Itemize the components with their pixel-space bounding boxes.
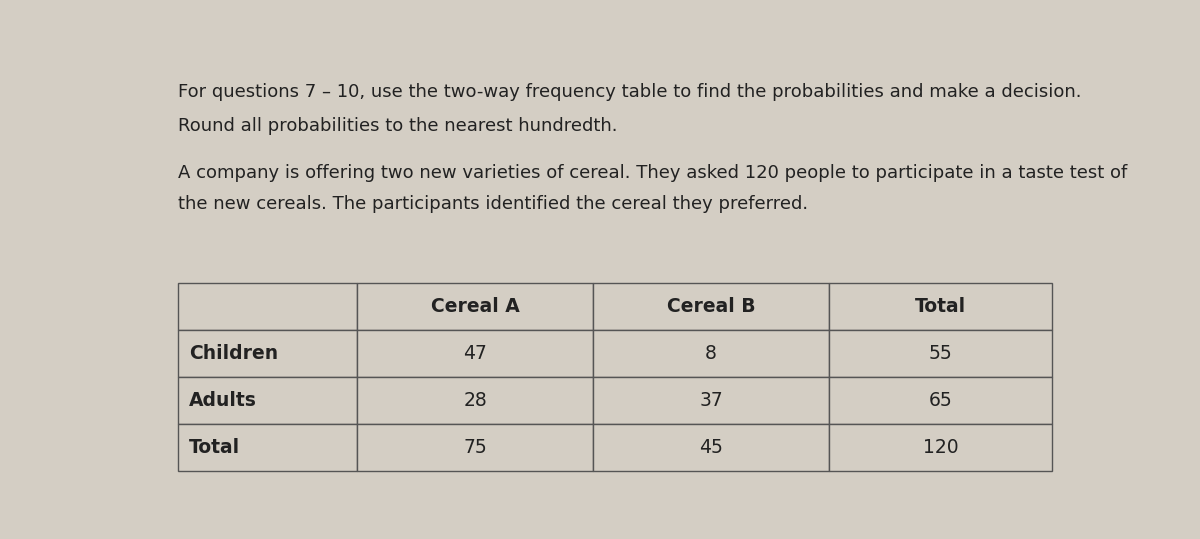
Bar (829, 330, 1052, 377)
Bar (358, 424, 593, 472)
Text: Adults: Adults (190, 391, 257, 410)
Text: A company is offering two new varieties of cereal. They asked 120 people to part: A company is offering two new varieties … (178, 164, 1127, 182)
Text: Round all probabilities to the nearest hundredth.: Round all probabilities to the nearest h… (178, 116, 618, 135)
Text: 47: 47 (463, 344, 487, 363)
Bar (593, 377, 829, 424)
Text: 65: 65 (929, 391, 953, 410)
Bar (593, 282, 829, 330)
Bar (178, 282, 358, 330)
Bar (358, 330, 593, 377)
Text: Cereal A: Cereal A (431, 296, 520, 316)
Text: Children: Children (190, 344, 278, 363)
Bar (593, 424, 829, 472)
Text: 37: 37 (700, 391, 724, 410)
Text: 28: 28 (463, 391, 487, 410)
Bar (593, 330, 829, 377)
Text: 75: 75 (463, 438, 487, 457)
Text: Cereal B: Cereal B (667, 296, 756, 316)
Bar (358, 377, 593, 424)
Bar (178, 330, 358, 377)
Text: 55: 55 (929, 344, 953, 363)
Bar (178, 424, 358, 472)
Bar (829, 282, 1052, 330)
Bar (829, 424, 1052, 472)
Text: Total: Total (916, 296, 966, 316)
Text: Total: Total (190, 438, 240, 457)
Text: 45: 45 (700, 438, 724, 457)
Text: the new cereals. The participants identified the cereal they preferred.: the new cereals. The participants identi… (178, 196, 808, 213)
Bar (829, 377, 1052, 424)
Text: 8: 8 (706, 344, 718, 363)
Bar (178, 377, 358, 424)
Text: 120: 120 (923, 438, 959, 457)
Bar (358, 282, 593, 330)
Text: For questions 7 – 10, use the two-way frequency table to find the probabilities : For questions 7 – 10, use the two-way fr… (178, 84, 1081, 101)
